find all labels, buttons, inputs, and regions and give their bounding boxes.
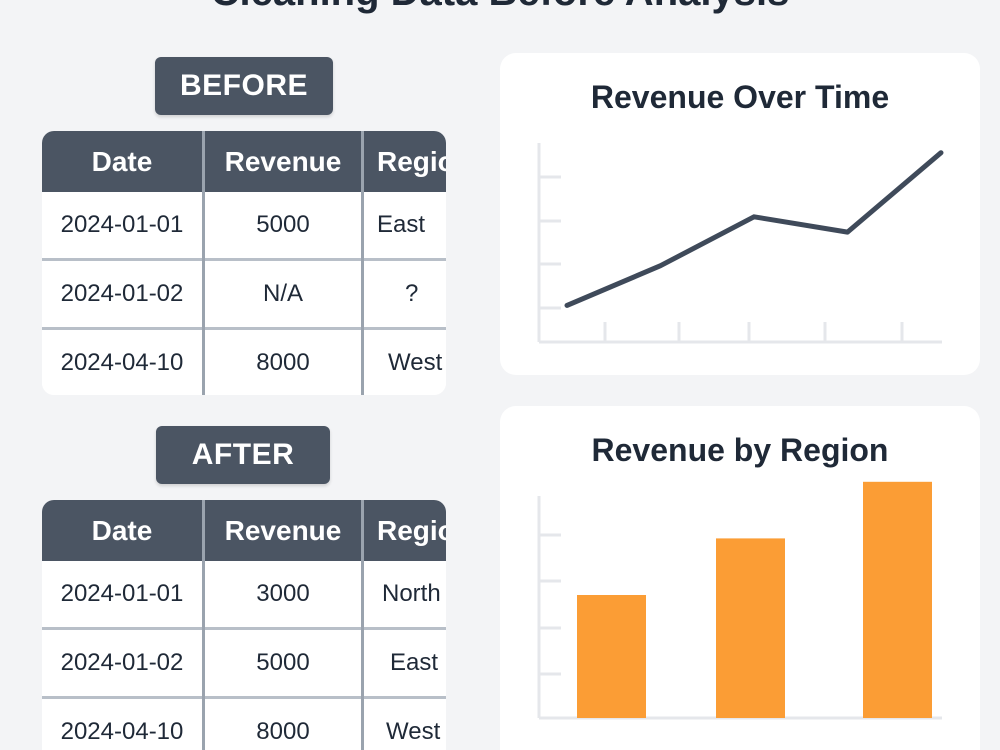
- column-header-date: Date: [42, 500, 205, 561]
- cell-date: 2024-01-01: [42, 561, 205, 629]
- table-row: 2024-01-01 3000 North: [42, 561, 446, 629]
- before-table: Date Revenue Region 2024-01-01 5000 East…: [42, 131, 446, 395]
- table-row: 2024-04-10 8000 West: [42, 327, 446, 395]
- bar-chart-title: Revenue by Region: [591, 432, 889, 468]
- after-table-container: Date Revenue Region 2024-01-01 3000 Nort…: [42, 500, 446, 750]
- cell-date: 2024-01-02: [42, 258, 205, 329]
- table-row: 2024-04-10 8000 West: [42, 696, 446, 750]
- cell-revenue: 3000: [203, 561, 364, 629]
- bar-chart-card: Revenue by Region: [500, 406, 980, 750]
- bar: [863, 481, 932, 718]
- cell-revenue: 8000: [203, 327, 364, 395]
- table-header-row: Date Revenue Region: [42, 131, 446, 192]
- cell-region: East: [362, 192, 446, 260]
- column-header-revenue: Revenue: [203, 131, 364, 192]
- line-chart-title: Revenue Over Time: [590, 79, 890, 115]
- column-header-region: Region: [362, 131, 446, 192]
- cell-date: 2024-01-02: [42, 627, 205, 698]
- cell-revenue: N/A: [203, 258, 364, 329]
- cell-date: 2024-04-10: [42, 696, 205, 750]
- bar: [577, 595, 646, 718]
- cell-date: 2024-01-01: [42, 192, 205, 260]
- cell-region: East: [362, 627, 446, 698]
- table-row: 2024-01-02 5000 East: [42, 627, 446, 698]
- page-title-clip: Cleaning Data Before Analysis: [0, 0, 1000, 14]
- after-table: Date Revenue Region 2024-01-01 3000 Nort…: [42, 500, 446, 750]
- line-chart-card: Revenue Over Time: [500, 53, 980, 375]
- before-label: BEFORE: [155, 57, 333, 115]
- table-row: 2024-01-01 5000 East: [42, 192, 446, 260]
- column-header-revenue: Revenue: [203, 500, 364, 561]
- cell-revenue: 5000: [203, 192, 364, 260]
- column-header-date: Date: [42, 131, 205, 192]
- bar: [716, 538, 785, 718]
- table-header-row: Date Revenue Region: [42, 500, 446, 561]
- cell-region: North: [362, 561, 446, 629]
- table-row: 2024-01-02 N/A ?: [42, 258, 446, 329]
- cell-region: West: [362, 696, 446, 750]
- cell-revenue: 5000: [203, 627, 364, 698]
- column-header-region: Region: [362, 500, 446, 561]
- page-title: Cleaning Data Before Analysis: [0, 0, 1000, 14]
- line-chart: [537, 143, 944, 344]
- cell-region: West: [362, 327, 446, 395]
- cell-revenue: 8000: [203, 696, 364, 750]
- revenue-line-series: [564, 150, 944, 308]
- after-label: AFTER: [156, 426, 330, 484]
- cell-date: 2024-04-10: [42, 327, 205, 395]
- cell-region: ?: [362, 258, 446, 329]
- bar-chart: [537, 481, 942, 720]
- before-table-container: Date Revenue Region 2024-01-01 5000 East…: [42, 131, 446, 395]
